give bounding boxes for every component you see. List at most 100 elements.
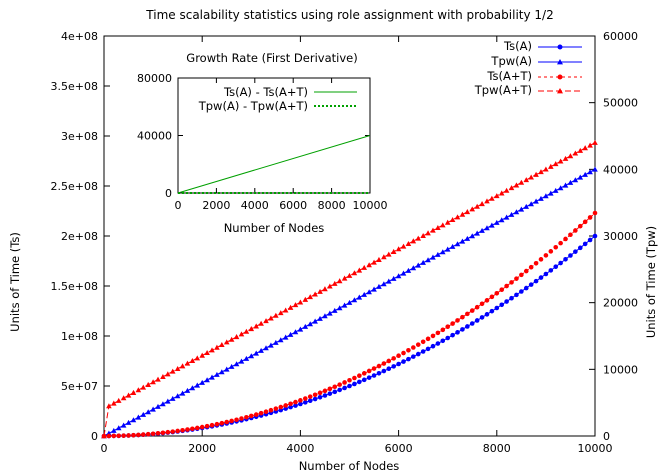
series-2-point (577, 223, 583, 229)
series-1-point (435, 251, 441, 257)
series-3-point (282, 307, 289, 313)
series-2-point (469, 308, 475, 313)
series-2-point (303, 396, 308, 401)
series-2-point (322, 388, 328, 394)
series-3-point (243, 328, 250, 334)
series-1-point (282, 334, 289, 340)
series-1-point (425, 257, 431, 263)
series-1-point (155, 403, 161, 409)
series-0-point (337, 387, 342, 393)
series-1-point (508, 211, 515, 217)
series-1-point (395, 273, 402, 279)
series-0-point (288, 404, 293, 410)
series-0-point (587, 237, 593, 243)
inset-legend-label-1: Ts(A) - Ts(A+T) (223, 85, 308, 99)
inset-y-tick-label-0: 0 (165, 187, 172, 200)
series-1-point (248, 353, 255, 359)
inset-plot: 0 2000 4000 6000 8000 10000 0 40000 80000 (137, 72, 388, 212)
series-3-point (469, 206, 476, 212)
series-1-point (346, 299, 353, 305)
series-3-point (253, 323, 260, 329)
series-0-point (366, 375, 372, 380)
series-2-point (145, 431, 151, 437)
y-tick-label-6: 3e+08 (61, 130, 98, 143)
series-2-point (199, 424, 205, 430)
series-1-point (228, 363, 235, 369)
series-2-point (293, 399, 298, 405)
series-3-point (219, 342, 225, 348)
series-2-point (499, 287, 505, 292)
series-0-point (307, 398, 313, 404)
series-3-point (209, 347, 215, 353)
series-2-point (548, 249, 554, 254)
series-3-point (435, 224, 441, 231)
series-1-point (400, 270, 407, 276)
inset-x-axis-label: Number of Nodes (224, 221, 325, 235)
series-3-point (307, 294, 314, 300)
series-3-point (346, 272, 353, 278)
y2-tick-label-0: 0 (603, 430, 610, 443)
series-1-point (587, 169, 593, 175)
series-1-point (317, 315, 323, 321)
series-0-point (381, 368, 387, 374)
series-1-point (469, 233, 476, 239)
series-2-point (381, 361, 387, 366)
series-1-point (189, 385, 196, 391)
series-1-point (263, 345, 269, 351)
series-1-point (390, 275, 397, 281)
main-plot: 0 2000 4000 6000 8000 1000005e+071e+081.5e+08… (51, 30, 638, 455)
y-tick-label-7: 3.5e+08 (51, 80, 98, 93)
series-1-point (385, 278, 392, 284)
inset-x-tick-label-3: 6000 (279, 199, 307, 212)
series-1-point (243, 355, 250, 361)
x-tick-label-3: 6000 (385, 442, 413, 455)
y-tick-label-0: 0 (91, 430, 98, 443)
series-1-point (341, 302, 348, 308)
series-2-point (465, 311, 470, 317)
series-2-point (509, 280, 514, 285)
series-3-point (361, 264, 368, 270)
chart-title: Time scalability statistics using role a… (145, 8, 553, 22)
series-1-point (160, 401, 166, 407)
series-1-point (371, 286, 377, 292)
series-0-point (293, 403, 298, 408)
inset-frame (177, 77, 371, 194)
series-2-point (406, 347, 411, 353)
series-1-point (484, 225, 490, 231)
x-axis-label: Number of Nodes (299, 459, 400, 473)
series-3-point (106, 403, 112, 409)
series-1-point (258, 347, 264, 353)
y-tick-label-4: 2e+08 (61, 230, 98, 243)
y-tick-label-5: 2.5e+08 (51, 180, 98, 193)
series-1-point (420, 259, 426, 265)
series-3-point (155, 376, 161, 382)
series-3-point (199, 352, 205, 358)
series-0-point (553, 264, 559, 270)
series-2-point (126, 433, 131, 438)
series-1-point (449, 243, 456, 249)
series-3-point (464, 209, 471, 215)
series-0-point (322, 393, 328, 398)
series-3-point (538, 169, 544, 175)
series-3-point (327, 283, 333, 289)
series-1-point (307, 321, 314, 327)
series-3-point (572, 150, 579, 156)
series-2-point (140, 432, 146, 437)
series-2-point (494, 290, 500, 296)
inset-x-tick-label-4: 8000 (318, 199, 346, 212)
series-2-point (533, 261, 539, 266)
series-3-point (331, 280, 338, 286)
series-0-point (342, 385, 347, 391)
series-3-point (228, 336, 235, 342)
series-2-point (401, 350, 406, 356)
series-0-line (103, 235, 596, 437)
series-3-point (165, 371, 171, 377)
series-3-point (503, 187, 510, 193)
series-2-line (103, 212, 596, 437)
series-3-point (410, 238, 417, 244)
series-0-point (489, 308, 495, 314)
series-3-point (268, 315, 274, 321)
series-1-point (322, 313, 328, 319)
series-2-point (190, 426, 195, 432)
series-3-point (135, 387, 142, 393)
